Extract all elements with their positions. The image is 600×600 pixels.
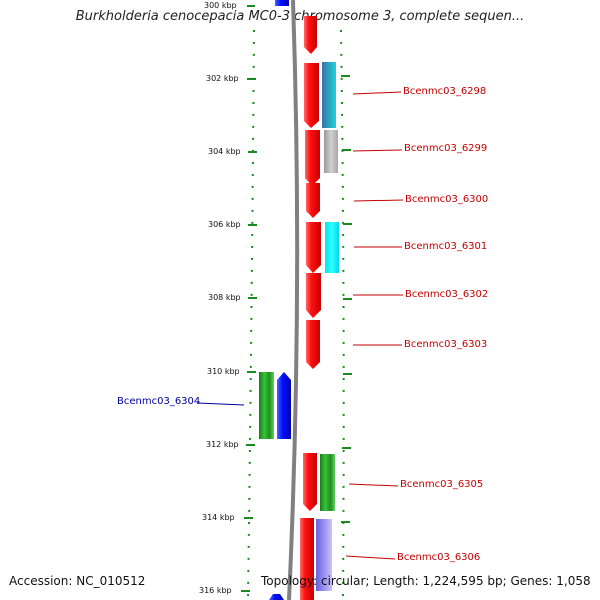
genome-backbone bbox=[287, 0, 300, 600]
tick-label-300: 300 kbp bbox=[204, 1, 237, 10]
tick-label-310: 310 kbp bbox=[207, 367, 240, 376]
map-title: Burkholderia cenocepacia MC0-3 chromosom… bbox=[75, 9, 525, 24]
gene-label-6301[interactable]: Bcenmc03_6301 bbox=[404, 241, 488, 252]
gene-arrow-6306 bbox=[300, 518, 314, 600]
cog-block-6298 bbox=[322, 62, 336, 128]
gene-arrow-6303 bbox=[306, 320, 320, 369]
gene-arrow-6302 bbox=[306, 273, 321, 318]
gene-label-6298[interactable]: Bcenmc03_6298 bbox=[403, 86, 487, 97]
cog-block-6306 bbox=[316, 519, 332, 591]
accession-text: Accession: NC_010512 bbox=[9, 574, 146, 588]
gene-arrow-bottom-blue bbox=[269, 594, 284, 600]
gene-arrow-6300 bbox=[306, 183, 320, 218]
tick-label-302: 302 kbp bbox=[206, 74, 239, 83]
tick-label-314: 314 kbp bbox=[202, 513, 235, 522]
tick-label-312: 312 kbp bbox=[206, 440, 239, 449]
tick-label-304: 304 kbp bbox=[208, 147, 241, 156]
cog-block-6304 bbox=[259, 372, 274, 439]
gene-arrow-top bbox=[304, 16, 317, 54]
gene-label-6305[interactable]: Bcenmc03_6305 bbox=[400, 479, 484, 490]
gene-arrow-top-blue bbox=[275, 0, 289, 6]
tick-label-316: 316 kbp bbox=[199, 586, 232, 595]
tick-label-306: 306 kbp bbox=[208, 220, 241, 229]
gene-label-6302[interactable]: Bcenmc03_6302 bbox=[405, 289, 489, 300]
gene-arrow-6301 bbox=[306, 222, 321, 273]
gene-arrow-6298 bbox=[304, 63, 319, 128]
gene-arrow-6299 bbox=[305, 130, 320, 186]
outer-guide-right bbox=[340, 29, 345, 600]
cog-block-6301 bbox=[325, 222, 339, 273]
tick-label-308: 308 kbp bbox=[208, 293, 241, 302]
gene-arrow-6304 bbox=[277, 372, 291, 439]
gene-label-6304[interactable]: Bcenmc03_6304 bbox=[117, 396, 201, 407]
scale-ticks bbox=[241, 5, 352, 592]
gene-arrow-6305 bbox=[303, 453, 317, 511]
cog-block-6299 bbox=[324, 130, 338, 173]
cog-block-6305 bbox=[320, 454, 335, 511]
outer-guide-left bbox=[247, 29, 255, 600]
genome-summary-text: Topology: circular; Length: 1,224,595 bp… bbox=[261, 574, 591, 588]
gene-label-6303[interactable]: Bcenmc03_6303 bbox=[404, 339, 488, 350]
label-leaders bbox=[196, 91, 404, 560]
gene-label-6299[interactable]: Bcenmc03_6299 bbox=[404, 143, 488, 154]
reverse-genes bbox=[269, 0, 291, 600]
forward-genes bbox=[300, 16, 321, 600]
cog-blocks bbox=[259, 62, 339, 591]
gene-label-6306[interactable]: Bcenmc03_6306 bbox=[397, 552, 481, 563]
gene-label-6300[interactable]: Bcenmc03_6300 bbox=[405, 194, 489, 205]
